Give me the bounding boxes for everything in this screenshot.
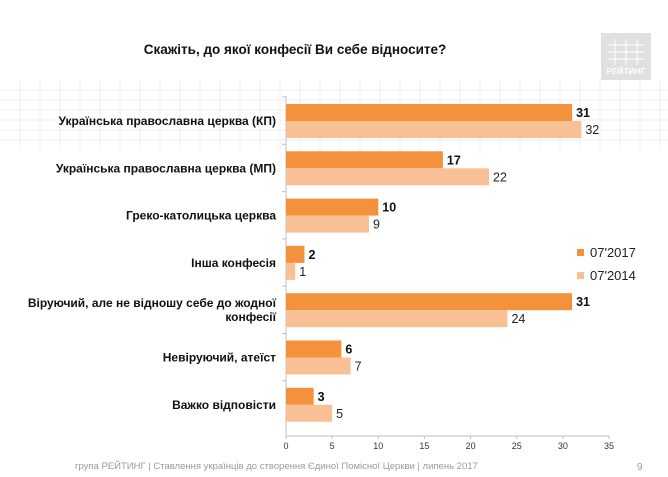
data-label-2014: 32 <box>585 123 599 137</box>
rating-logo: РЕЙТИНГ <box>601 33 651 80</box>
data-label-2014: 5 <box>336 407 343 421</box>
legend-label-2017: 07'2017 <box>590 244 636 260</box>
data-label-2017: 6 <box>345 343 352 357</box>
bar-2017 <box>286 340 342 358</box>
bar-2014 <box>286 168 490 186</box>
legend-swatch-2014 <box>577 271 584 279</box>
x-tick-label: 35 <box>604 441 614 451</box>
data-label-2014: 9 <box>373 218 380 232</box>
x-tick-label: 20 <box>466 441 476 451</box>
bar-2014 <box>286 357 351 375</box>
category-label: Віруючий, але не відношу себе до жодної <box>28 296 277 310</box>
data-label-2017: 2 <box>308 248 315 262</box>
data-label-2017: 31 <box>576 295 590 309</box>
legend-swatch-2017 <box>577 248 584 256</box>
x-tick-label: 15 <box>419 441 429 451</box>
x-tick-label: 25 <box>512 441 522 451</box>
category-label: Невіруючий, атеїст <box>163 351 276 365</box>
x-tick-label: 10 <box>373 441 383 451</box>
category-label: конфесії <box>225 310 276 324</box>
category-label: Греко-католицька церква <box>126 209 276 223</box>
bar-2017 <box>286 151 443 169</box>
data-label-2014: 7 <box>355 360 362 374</box>
legend-label-2014: 07'2014 <box>590 267 636 283</box>
bar-2014 <box>286 404 333 422</box>
footer: група РЕЙТИНГ | Ставлення українців до с… <box>75 461 478 472</box>
logo-grid-icon <box>607 39 645 65</box>
bar-2014 <box>286 121 582 138</box>
bar-2014 <box>286 310 508 328</box>
legend-item-2017: 07'2017 <box>577 242 636 262</box>
category-label: Інша конфесія <box>191 256 276 270</box>
category-label: Важко відповісти <box>172 398 276 412</box>
x-tick-label: 5 <box>330 441 335 451</box>
bar-2014 <box>286 215 370 233</box>
chart-title: Скажіть, до якої конфесії Ви себе віднос… <box>143 42 447 57</box>
category-label: Українська православна церква (МП) <box>56 161 276 175</box>
legend: 07'2017 07'2014 <box>577 242 636 288</box>
logo-text: РЕЙТИНГ <box>606 67 646 76</box>
bar-2017 <box>286 293 573 311</box>
data-label-2017: 3 <box>318 390 325 404</box>
bar-2017 <box>286 245 305 263</box>
bar-2014 <box>286 262 296 280</box>
data-label-2014: 24 <box>511 312 525 326</box>
legend-item-2014: 07'2014 <box>577 265 636 285</box>
category-label: Українська православна церква (КП) <box>58 114 276 128</box>
data-label-2017: 10 <box>382 201 396 215</box>
data-label-2014: 1 <box>299 265 306 279</box>
page-number: 9 <box>637 462 643 473</box>
data-label-2017: 31 <box>576 106 590 120</box>
data-label-2014: 22 <box>493 170 507 184</box>
bar-2017 <box>286 387 314 405</box>
bar-2017 <box>286 104 573 121</box>
x-tick-label: 0 <box>283 441 288 451</box>
x-tick-label: 30 <box>558 441 568 451</box>
bar-2017 <box>286 198 379 216</box>
data-label-2017: 17 <box>447 153 461 167</box>
